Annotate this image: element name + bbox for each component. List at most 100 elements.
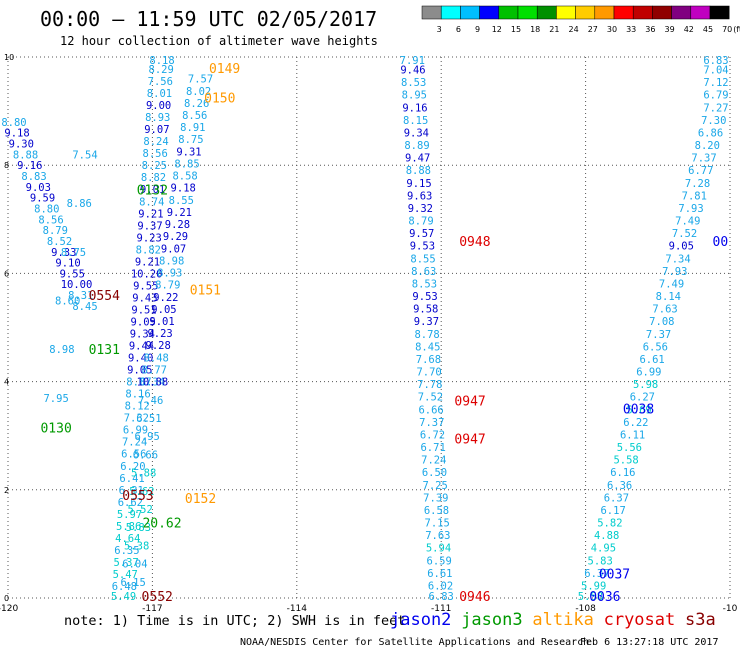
- wave-height-value: 6.66: [133, 449, 158, 461]
- wave-height-value: 8.75: [178, 134, 203, 146]
- wave-height-value: 5.94: [426, 543, 451, 555]
- wave-height-value: 6.58: [424, 505, 449, 517]
- wave-height-value: 5.83: [126, 522, 151, 534]
- wave-height-value: 8.89: [404, 140, 429, 152]
- wave-height-value: 7.08: [649, 316, 674, 328]
- y-tick-label: 0: [4, 594, 9, 603]
- wave-height-value: 9.21: [167, 207, 192, 219]
- scale-label: 15: [511, 25, 521, 34]
- scale-swatch: [498, 5, 519, 20]
- wave-height-value: 6.62: [118, 497, 143, 509]
- wave-height-value: 8.80: [1, 117, 26, 129]
- wave-height-value: 8.26: [184, 98, 209, 110]
- wave-height-value: 8.31: [68, 290, 93, 302]
- wave-height-value: 7.93: [678, 203, 703, 215]
- pass-time-label: 0553: [122, 489, 153, 504]
- wave-height-value: 8.24: [143, 136, 168, 148]
- wave-height-value: 8.93: [145, 112, 170, 124]
- y-tick-label: 4: [4, 378, 9, 387]
- scale-swatch: [613, 5, 634, 20]
- wave-height-value: 7.49: [659, 278, 684, 290]
- wave-height-value: 8.83: [21, 171, 46, 183]
- wave-height-value: 8.74: [139, 196, 164, 208]
- wave-height-value: 5.69: [626, 404, 651, 416]
- wave-height-value: 9.44: [129, 341, 154, 353]
- wave-height-value: 8.56: [182, 110, 207, 122]
- wave-height-value: 9.01: [140, 184, 165, 196]
- wave-height-value: 8.12: [125, 401, 150, 413]
- wave-height-value: 9.32: [408, 203, 433, 215]
- x-tick-label: -120: [0, 604, 18, 614]
- wave-height-value: 9.23: [147, 328, 172, 340]
- pass-time-label: 0552: [142, 590, 173, 605]
- wave-height-value: 9.53: [412, 291, 437, 303]
- wave-height-value: 8.16: [125, 389, 150, 401]
- wave-height-value: 9.55: [60, 268, 85, 280]
- wave-height-value: 9.53: [410, 241, 435, 253]
- wave-height-value: 8.80: [34, 203, 59, 215]
- wave-height-value: 6.36: [607, 480, 632, 492]
- wave-height-value: 7.04: [703, 65, 728, 77]
- scale-label: 70: [722, 25, 732, 34]
- wave-height-value: 6.86: [698, 127, 723, 139]
- wave-height-value: 9.22: [153, 292, 178, 304]
- wave-height-value: 9.05: [131, 316, 156, 328]
- wave-height-value: 7.68: [416, 354, 441, 366]
- wave-height-value: 7.63: [652, 304, 677, 316]
- scale-label: 42: [684, 25, 694, 34]
- wave-height-value: 6.15: [120, 577, 145, 589]
- scale-swatch: [421, 5, 442, 20]
- scale-swatch: [690, 5, 711, 20]
- x-tick-label: -114: [287, 604, 308, 614]
- wave-height-value: 8.55: [169, 195, 194, 207]
- wave-height-value: 8.34: [140, 377, 165, 389]
- satellite-tracks: 8.809.189.308.889.168.839.039.598.808.56…: [1, 55, 728, 603]
- wave-height-value: 6.59: [427, 555, 452, 567]
- wave-height-value: 6.31: [119, 485, 144, 497]
- wave-height-value: 9.63: [407, 190, 432, 202]
- wave-height-value: 6.61: [639, 354, 664, 366]
- satellite-legend: jason2 jason3 altika cryosat s3a: [390, 610, 716, 630]
- wave-height-value: 7.81: [682, 190, 707, 202]
- wave-height-value: 7.15: [425, 518, 450, 530]
- pass-time-label: 0036: [589, 590, 620, 605]
- scale-label: 12: [492, 25, 502, 34]
- wave-height-value: 4.95: [591, 543, 616, 555]
- wave-height-value: 7.34: [665, 253, 690, 265]
- y-tick-label: 2: [4, 486, 9, 495]
- wave-height-value: 5.58: [613, 455, 638, 467]
- wave-height-value: 5.83: [588, 555, 613, 567]
- wave-height-value: 7.37: [419, 417, 444, 429]
- wave-height-value: 7.27: [703, 102, 728, 114]
- scale-swatch: [709, 5, 730, 20]
- wave-height-value: 7.63: [425, 530, 450, 542]
- wave-height-value: 7.39: [423, 492, 448, 504]
- wave-height-value: 8.02: [186, 86, 211, 98]
- wave-height-value: 7.49: [675, 216, 700, 228]
- pass-time-label: 0948: [459, 235, 490, 250]
- wave-height-value: 8.63: [411, 266, 436, 278]
- wave-height-value: 9.18: [4, 128, 29, 140]
- wave-height-value: 8.48: [144, 352, 169, 364]
- wave-height-value: 7.70: [416, 367, 441, 379]
- wave-height-value: 9.21: [138, 208, 163, 220]
- wave-height-value: 9.58: [413, 304, 438, 316]
- wave-height-value: 8.29: [149, 64, 174, 76]
- scale-label: 30: [607, 25, 617, 34]
- wave-height-value: 8.53: [412, 278, 437, 290]
- x-tick-label: -117: [142, 604, 162, 614]
- wave-height-value: 6.61: [427, 568, 452, 580]
- wave-height-value: 7.25: [423, 480, 448, 492]
- wave-height-value: 7.91: [400, 55, 425, 67]
- wave-height-value: 8.95: [402, 90, 427, 102]
- scale-label: 45: [703, 25, 713, 34]
- wave-height-value: 5.62: [129, 486, 154, 498]
- wave-height-value: 9.31: [176, 146, 201, 158]
- wave-height-value: 6.27: [630, 392, 655, 404]
- wave-height-value: 5.37: [113, 557, 138, 569]
- pass-time-label: 0131: [89, 343, 120, 358]
- pass-time-label: 0038: [623, 403, 654, 418]
- wave-height-value: 9.05: [151, 304, 176, 316]
- wave-height-value: 6.35: [114, 545, 139, 557]
- wave-height-value: 6.72: [420, 429, 445, 441]
